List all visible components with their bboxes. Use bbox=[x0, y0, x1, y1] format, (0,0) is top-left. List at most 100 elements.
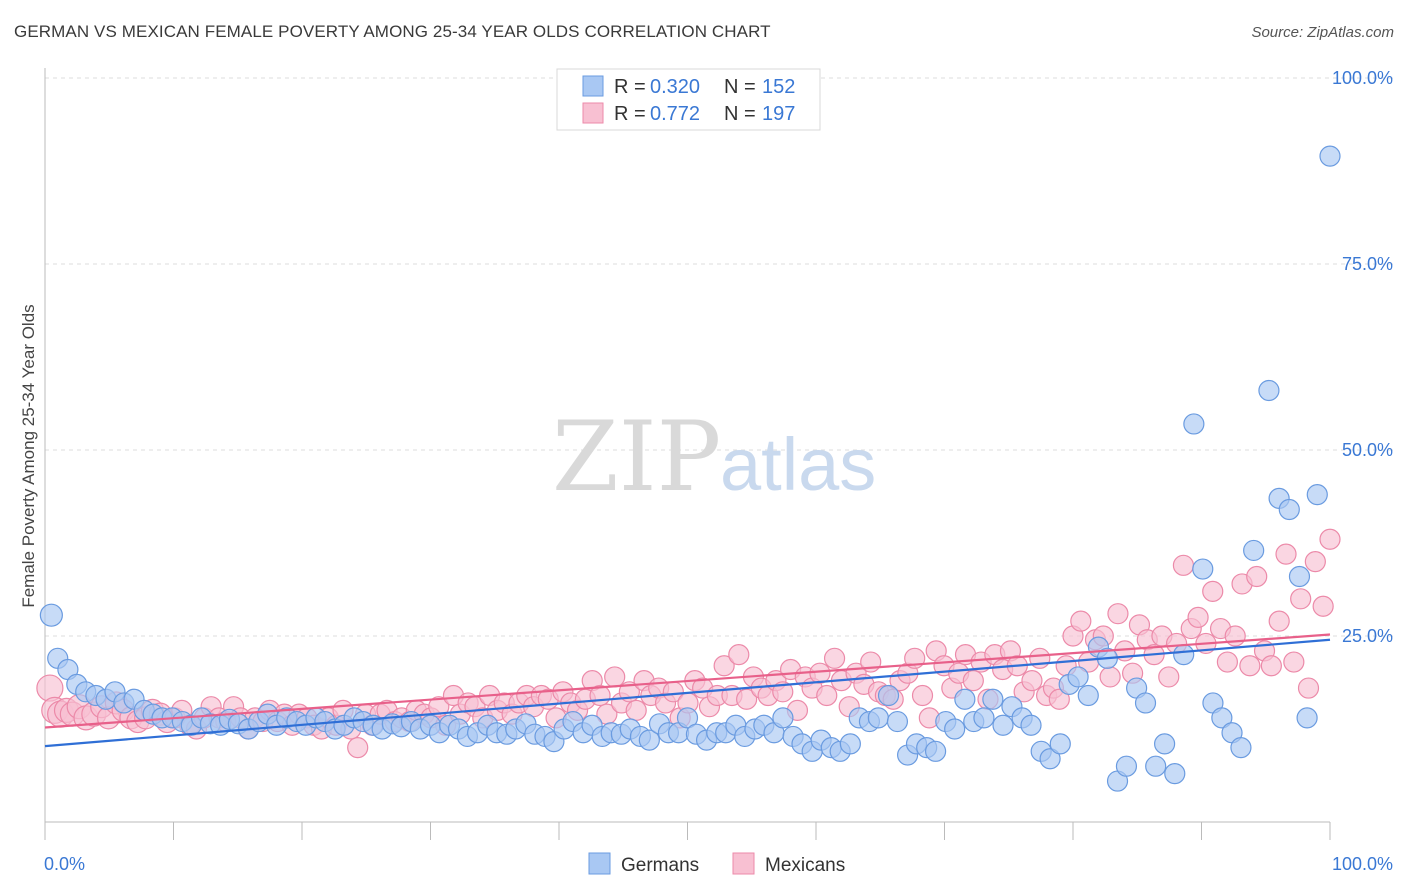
x-axis-ticks bbox=[44, 822, 1331, 840]
germans-point-89 bbox=[886, 710, 909, 733]
x-tick-label-max: 100.0% bbox=[1332, 854, 1393, 874]
germans-point-100 bbox=[992, 714, 1014, 736]
mexicans-point-168 bbox=[1260, 655, 1282, 677]
mexicans-point-93 bbox=[713, 655, 735, 677]
mexicans-point-43 bbox=[347, 736, 369, 759]
mexicans-point-165 bbox=[1239, 655, 1261, 677]
chart-title: GERMAN VS MEXICAN FEMALE POVERTY AMONG 2… bbox=[14, 22, 771, 41]
germans-point-116 bbox=[1145, 755, 1167, 777]
germans-point-67 bbox=[676, 707, 699, 729]
mexicans-point-154 bbox=[1158, 666, 1180, 688]
mexicans-point-120 bbox=[911, 684, 934, 707]
mexicans-point-173 bbox=[1297, 677, 1320, 699]
legend-n-label-germans: N = bbox=[724, 76, 756, 98]
mexicans-point-135 bbox=[1021, 670, 1043, 692]
legend-swatch-mexicans bbox=[582, 102, 604, 124]
mexicans-point-158 bbox=[1187, 606, 1209, 629]
legend: R = 0.320 N = 152 R = 0.772 N = 197 bbox=[556, 68, 821, 131]
germans-point-106 bbox=[1049, 733, 1071, 755]
germans-point-96 bbox=[954, 688, 976, 710]
germans-point-113 bbox=[1115, 755, 1138, 777]
germans-point-126 bbox=[1243, 539, 1265, 562]
mexicans-point-81 bbox=[625, 699, 647, 722]
germans-point-93 bbox=[924, 740, 947, 762]
legend-n-label-mexicans: N = bbox=[724, 103, 756, 125]
bottom-legend-swatch-mexicans bbox=[732, 852, 755, 875]
legend-r-label-mexicans: R = bbox=[614, 103, 646, 125]
mexicans-point-160 bbox=[1202, 580, 1224, 602]
y-tick-label-100: 100.0% bbox=[1332, 68, 1393, 88]
legend-n-value-germans: 152 bbox=[762, 76, 795, 98]
germans-point-117 bbox=[1154, 733, 1176, 755]
y-axis-label: Female Poverty Among 25-34 Year Olds bbox=[19, 304, 38, 607]
y-tick-label-75: 75.0% bbox=[1342, 254, 1393, 274]
mexicans-point-108 bbox=[823, 647, 846, 669]
germans-point-125 bbox=[1230, 736, 1252, 759]
germans-point-98 bbox=[973, 707, 995, 729]
germans-point-132 bbox=[1306, 484, 1328, 506]
grid-lines bbox=[45, 77, 1393, 637]
y-tick-label-25: 25.0% bbox=[1342, 626, 1393, 646]
mexicans-point-169 bbox=[1268, 610, 1290, 632]
mexicans-point-54 bbox=[428, 696, 450, 718]
germans-point-108 bbox=[1067, 666, 1089, 688]
legend-r-value-germans: 0.320 bbox=[650, 76, 700, 98]
germans-point-120 bbox=[1183, 413, 1205, 435]
germans-point-109 bbox=[1077, 684, 1099, 707]
germans-point-131 bbox=[1296, 707, 1318, 729]
mexicans-point-107 bbox=[816, 684, 838, 707]
mexicans-point-156 bbox=[1172, 554, 1195, 576]
y-axis-tick-labels: 25.0% 50.0% 75.0% 100.0% bbox=[1332, 68, 1393, 646]
germans-trend-line bbox=[44, 638, 1331, 748]
germans-point-99 bbox=[982, 688, 1004, 710]
legend-swatch-germans bbox=[582, 75, 604, 97]
germans-point-105 bbox=[1039, 748, 1061, 770]
watermark: ZIP atlas bbox=[552, 401, 876, 513]
mexicans-point-78 bbox=[604, 666, 626, 688]
mexicans-point-170 bbox=[1275, 543, 1297, 565]
mexicans-point-142 bbox=[1070, 610, 1092, 632]
germans-point-118 bbox=[1164, 763, 1186, 785]
y-tick-label-50: 50.0% bbox=[1342, 440, 1393, 460]
bottom-legend-swatch-germans bbox=[588, 852, 611, 875]
germans-point-63 bbox=[638, 729, 660, 751]
mexicans-point-146 bbox=[1099, 666, 1121, 688]
legend-r-label-germans: R = bbox=[614, 76, 646, 98]
germans-point-130 bbox=[1288, 565, 1311, 588]
germans-point-127 bbox=[1258, 379, 1280, 402]
germans-point-129 bbox=[1278, 498, 1300, 521]
mexicans-point-172 bbox=[1290, 588, 1312, 610]
x-tick-label-min: 0.0% bbox=[44, 854, 85, 874]
legend-r-value-mexicans: 0.772 bbox=[650, 103, 700, 125]
bottom-legend-label-mexicans: Mexicans bbox=[765, 855, 845, 876]
mexicans-trend-line bbox=[44, 633, 1331, 729]
legend-n-value-mexicans: 197 bbox=[762, 103, 795, 125]
germans-point-133 bbox=[1319, 145, 1341, 167]
mexicans-point-174 bbox=[1304, 550, 1326, 573]
bottom-legend-label-germans: Germans bbox=[621, 855, 699, 876]
germans-point-121 bbox=[1192, 558, 1214, 580]
germans-point-95 bbox=[944, 718, 966, 740]
mexicans-point-106 bbox=[809, 662, 831, 684]
germans-point-84 bbox=[839, 733, 861, 755]
mexicans-point-101 bbox=[772, 681, 794, 703]
mexicans-point-127 bbox=[962, 670, 984, 692]
germans-point-103 bbox=[1020, 714, 1042, 736]
series-germans bbox=[39, 145, 1341, 792]
germans-point-87 bbox=[867, 707, 889, 729]
bottom-legend: Germans Mexicans bbox=[588, 852, 845, 876]
watermark-zip: ZIP bbox=[552, 401, 721, 513]
germans-point-123 bbox=[1211, 707, 1233, 729]
mexicans-point-95 bbox=[728, 643, 750, 666]
germans-point-77 bbox=[772, 707, 794, 729]
mexicans-point-96 bbox=[736, 688, 758, 710]
chart-source: Source: ZipAtlas.com bbox=[1251, 24, 1394, 41]
germans-point-88 bbox=[877, 684, 900, 707]
mexicans-point-147 bbox=[1107, 603, 1129, 625]
mexicans-point-176 bbox=[1319, 528, 1341, 550]
mexicans-point-0 bbox=[36, 674, 64, 702]
watermark-atlas: atlas bbox=[720, 423, 876, 506]
mexicans-point-166 bbox=[1246, 565, 1268, 588]
germans-point-0 bbox=[39, 603, 63, 627]
germans-point-119 bbox=[1173, 643, 1195, 666]
